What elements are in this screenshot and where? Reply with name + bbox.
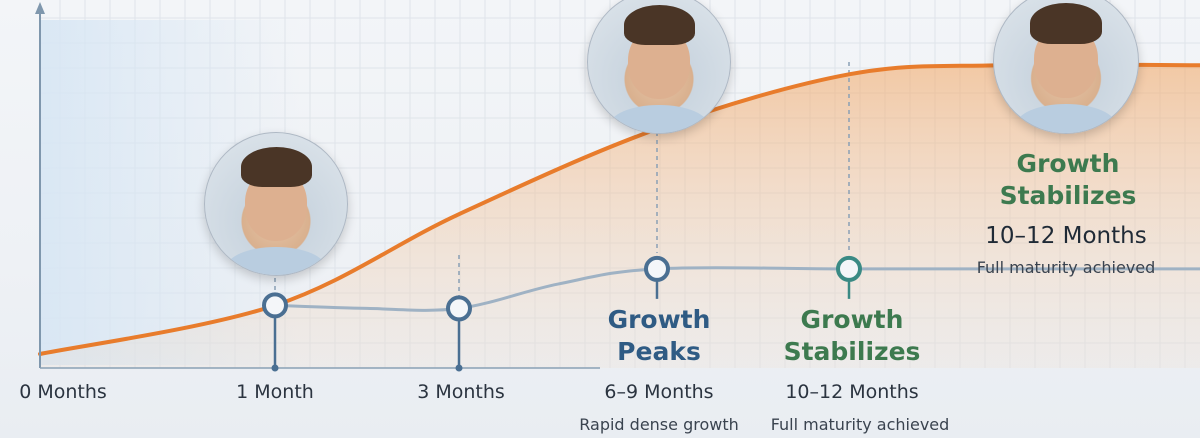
photo-1-month xyxy=(204,132,348,276)
marker-base-dot xyxy=(455,364,463,372)
callout-title-line: Growth xyxy=(1016,149,1120,178)
marker-point xyxy=(446,295,472,322)
callout-title-line: Stabilizes xyxy=(999,181,1137,210)
marker-point xyxy=(836,255,862,282)
stage-label-peaks: Growth Peaks xyxy=(608,304,711,368)
tick-label: 3 Months xyxy=(417,381,505,403)
stage-label-stabilizes: Growth Stabilizes xyxy=(784,304,921,368)
marker-base-dot xyxy=(271,364,279,372)
growth-area xyxy=(40,64,1200,368)
tick-label: 1 Month xyxy=(236,381,314,403)
marker-point xyxy=(644,255,670,282)
stage-title-line: Peaks xyxy=(617,337,701,366)
tick-label: 6–9 Months xyxy=(604,381,714,403)
y-axis-arrow xyxy=(35,2,45,14)
tick-label: 10–12 Months xyxy=(785,381,919,403)
stage-title-line: Stabilizes xyxy=(783,337,921,366)
stage-title-line: Growth xyxy=(607,305,711,334)
markers xyxy=(262,255,862,372)
stage-title-line: Growth xyxy=(800,305,904,334)
photo-6-9-months xyxy=(587,0,731,134)
marker-point xyxy=(262,292,288,319)
callout-subtitle: Full maturity achieved xyxy=(976,258,1156,277)
stage-subtitle: Full maturity achieved xyxy=(770,415,950,434)
tick-label: 0 Months xyxy=(19,381,107,403)
stage-subtitle: Rapid dense growth xyxy=(579,415,739,434)
photo-10-12-months xyxy=(993,0,1139,134)
callout-title: Growth Stabilizes xyxy=(1000,148,1137,212)
callout-range: 10–12 Months xyxy=(985,223,1147,249)
